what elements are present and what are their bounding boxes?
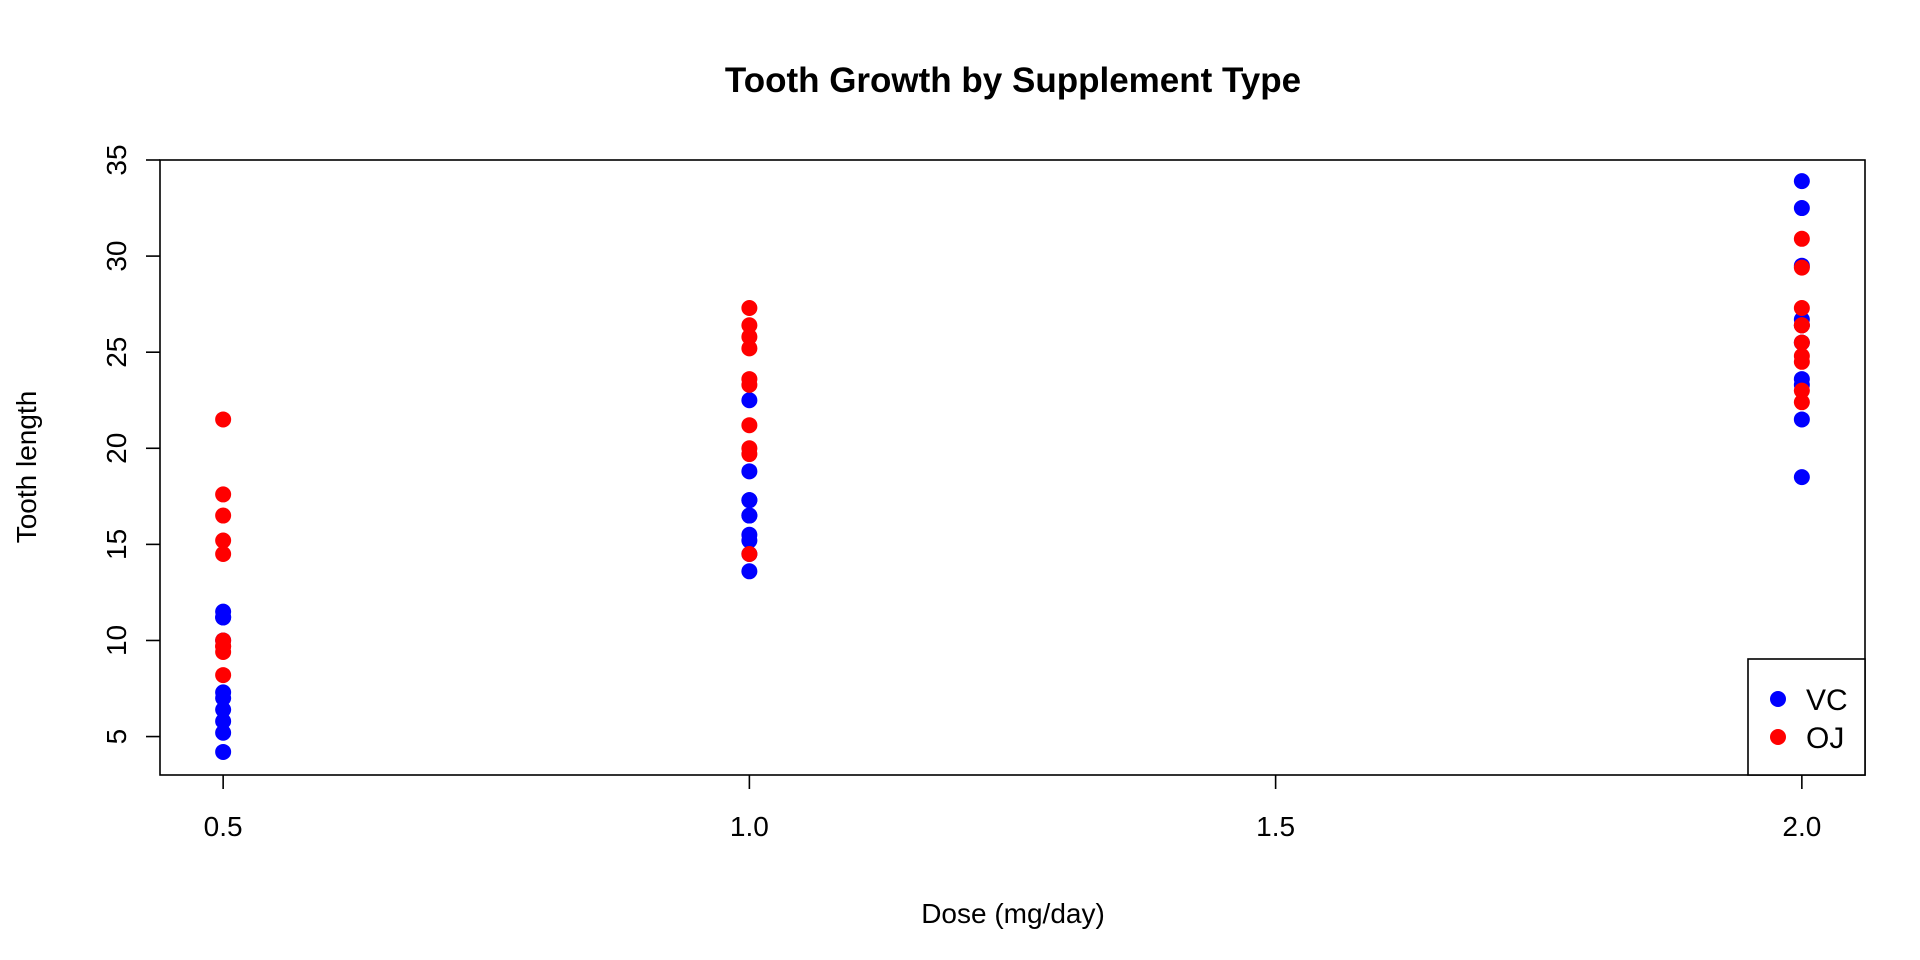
y-tick-label: 25 — [101, 337, 132, 368]
legend-marker-vc — [1770, 691, 1786, 707]
data-point-oj — [1793, 382, 1810, 399]
data-point-vc — [215, 690, 232, 707]
data-points — [215, 173, 1810, 760]
data-point-vc — [741, 492, 758, 509]
data-point-vc — [741, 507, 758, 524]
data-point-oj — [741, 545, 758, 562]
y-tick-label: 35 — [101, 144, 132, 175]
legend[interactable]: VC OJ — [1747, 658, 1866, 776]
legend-label-oj: OJ — [1806, 722, 1844, 755]
x-tick-label: 2.0 — [1782, 811, 1821, 842]
data-point-oj — [215, 507, 232, 524]
legend-box — [1747, 658, 1866, 776]
data-point-vc — [1793, 173, 1810, 190]
data-point-oj — [741, 317, 758, 334]
data-point-oj — [1793, 230, 1810, 247]
data-point-oj — [741, 440, 758, 457]
data-point-oj — [215, 486, 232, 503]
plot-frame — [159, 159, 1866, 776]
data-point-oj — [215, 411, 232, 428]
data-point-oj — [215, 545, 232, 562]
data-point-oj — [741, 417, 758, 434]
data-point-oj — [1793, 334, 1810, 351]
x-tick-label: 1.5 — [1256, 811, 1295, 842]
data-point-oj — [1793, 259, 1810, 276]
data-point-vc — [215, 743, 232, 760]
y-axis: 5 10 15 20 25 30 35 — [101, 144, 160, 744]
data-point-oj — [741, 299, 758, 316]
data-point-oj — [215, 638, 232, 655]
data-point-vc — [741, 392, 758, 409]
data-point-vc — [741, 463, 758, 480]
data-point-vc — [1793, 469, 1810, 486]
y-tick-label: 30 — [101, 241, 132, 272]
data-point-vc — [1793, 411, 1810, 428]
x-axis-label: Dose (mg/day) — [921, 898, 1105, 929]
data-point-vc — [741, 526, 758, 543]
data-point-oj — [215, 667, 232, 684]
data-point-oj — [741, 328, 758, 345]
data-point-vc — [1793, 200, 1810, 217]
data-point-vc — [215, 609, 232, 626]
data-point-oj — [741, 371, 758, 388]
y-tick-label: 10 — [101, 625, 132, 656]
y-tick-label: 20 — [101, 433, 132, 464]
chart-title: Tooth Growth by Supplement Type — [725, 61, 1301, 100]
x-tick-label: 0.5 — [204, 811, 243, 842]
data-point-oj — [1793, 299, 1810, 316]
data-point-oj — [1793, 394, 1810, 411]
y-tick-label: 15 — [101, 529, 132, 560]
data-point-vc — [215, 724, 232, 741]
data-point-vc — [215, 701, 232, 718]
y-tick-label: 5 — [101, 729, 132, 745]
data-point-vc — [741, 563, 758, 580]
legend-marker-oj — [1770, 729, 1786, 745]
x-axis: 0.5 1.0 1.5 2.0 — [204, 775, 1821, 842]
data-point-oj — [1793, 348, 1810, 365]
x-tick-label: 1.0 — [730, 811, 769, 842]
data-point-oj — [1793, 317, 1810, 334]
data-point-oj — [741, 340, 758, 357]
legend-label-vc: VC — [1806, 684, 1848, 717]
data-point-oj — [215, 532, 232, 549]
y-axis-label: Tooth length — [11, 391, 42, 544]
data-point-vc — [215, 713, 232, 730]
